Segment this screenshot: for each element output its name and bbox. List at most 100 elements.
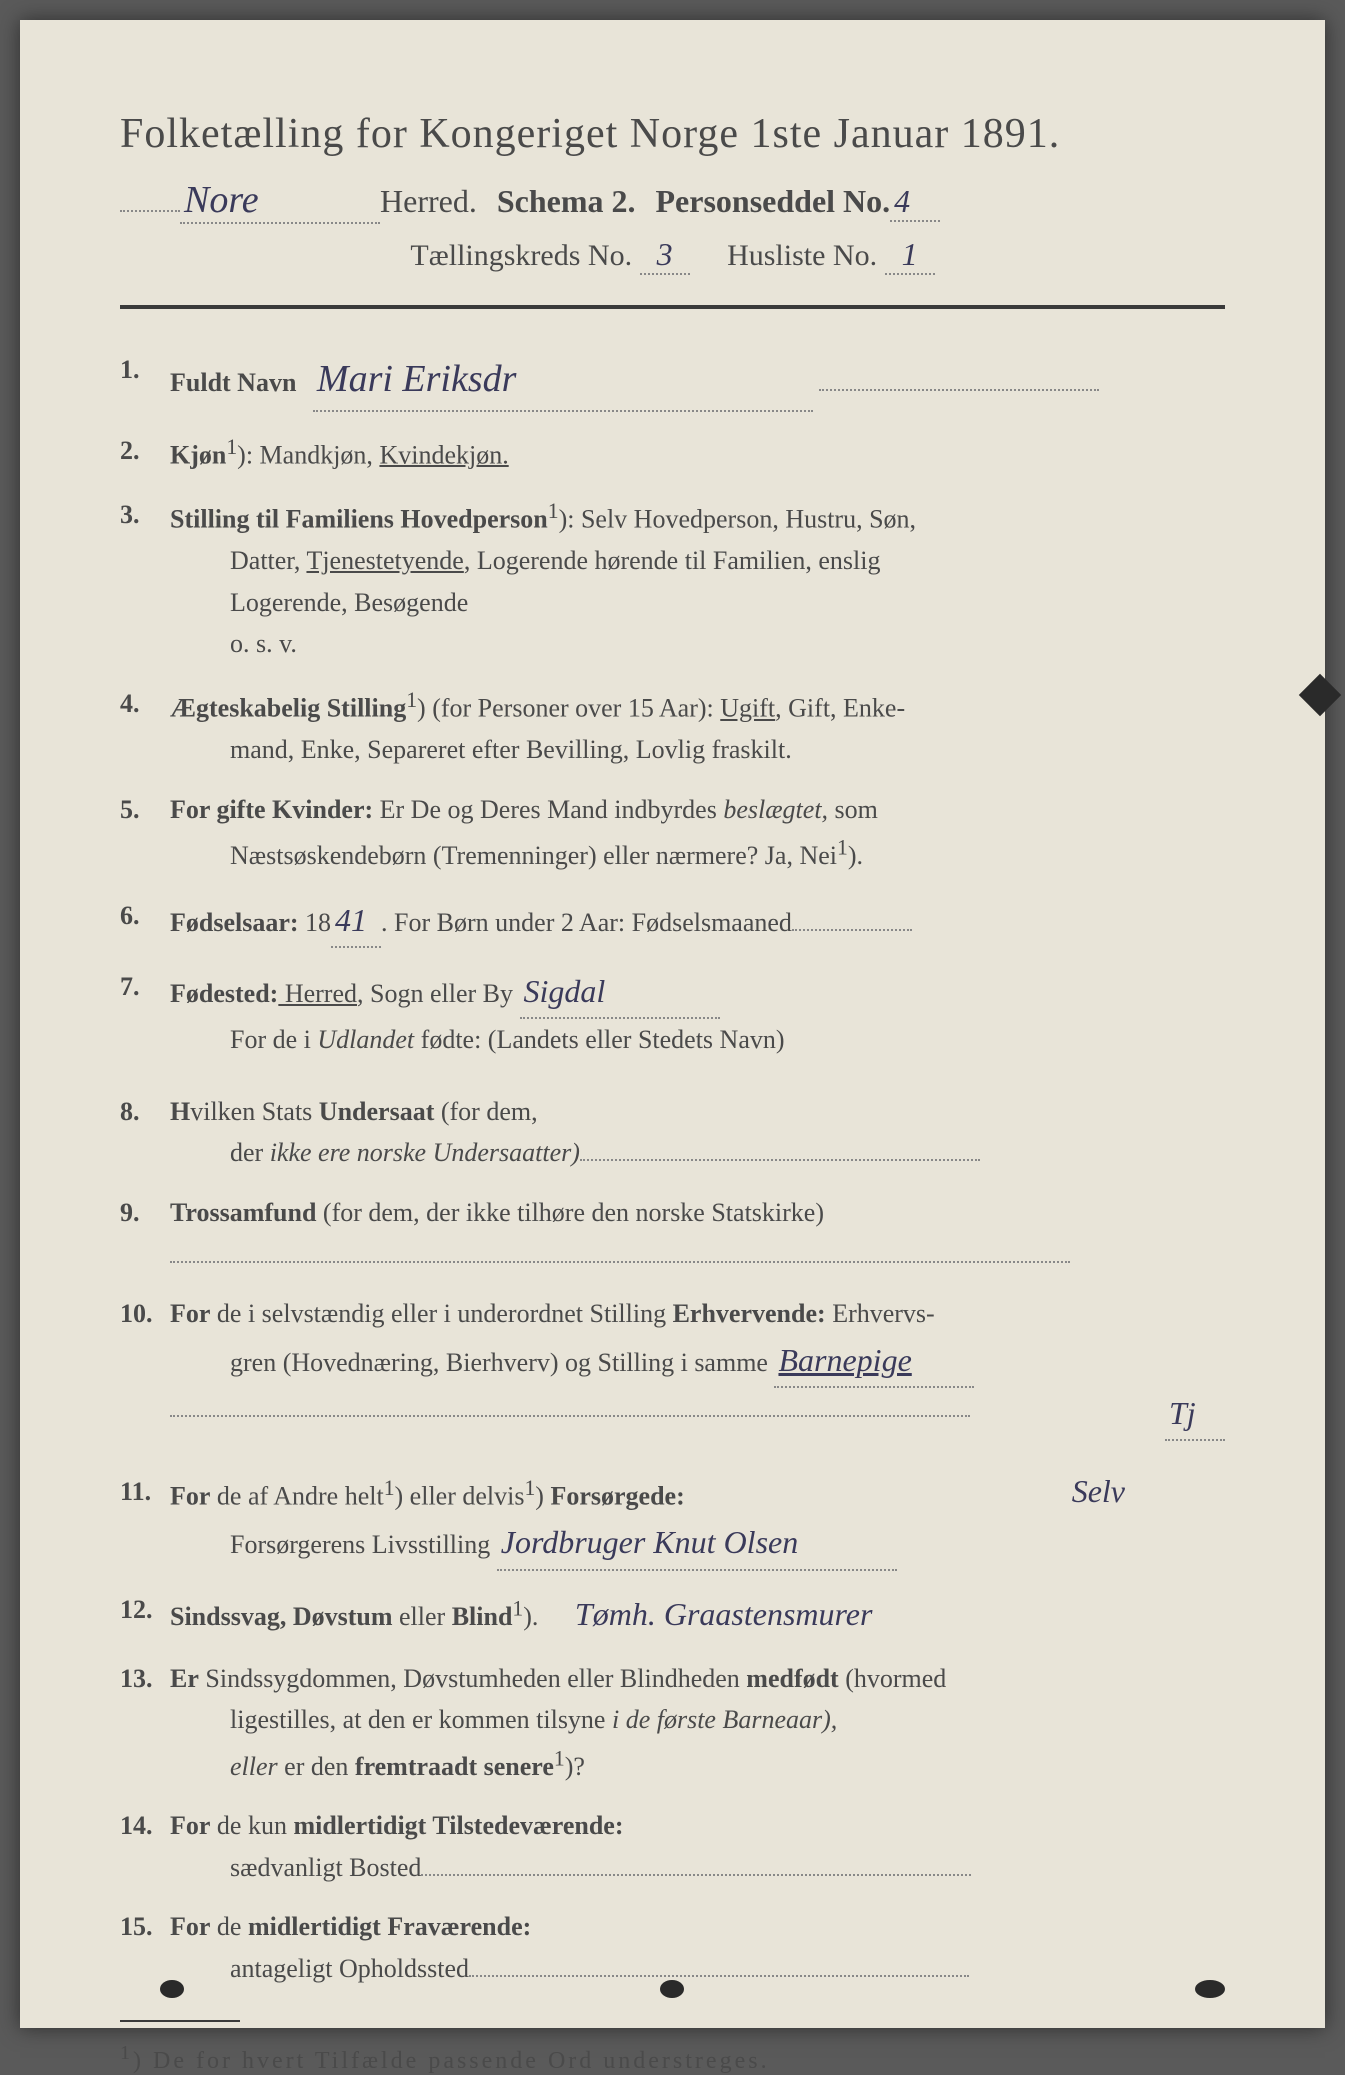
item-14-trail xyxy=(421,1874,971,1876)
item-11-value-top: Selv xyxy=(1072,1466,1125,1517)
item-7-content: Fødested: Herred, Sogn eller By Sigdal F… xyxy=(170,966,1225,1061)
item-3-content: Stilling til Familiens Hovedperson1): Se… xyxy=(170,494,1225,665)
ink-spot-1 xyxy=(160,1980,184,1998)
header-line-2: Tællingskreds No. 3 Husliste No. 1 xyxy=(120,236,1225,275)
item-11: 11. For de af Andre helt1) eller delvis1… xyxy=(120,1471,1225,1570)
item-7-line2b: fødte: (Landets eller Stedets Navn) xyxy=(414,1025,784,1054)
item-14-num: 14. xyxy=(120,1805,170,1888)
item-5-line2b: ). xyxy=(848,841,863,870)
personseddel-no: 4 xyxy=(890,183,940,222)
item-13-line2italic: i de første Barneaar), xyxy=(612,1705,837,1734)
item-5: 5. For gifte Kvinder: Er De og Deres Man… xyxy=(120,789,1225,877)
item-8: 8. Hvilken Stats Undersaat (for dem, der… xyxy=(120,1091,1225,1174)
item-2-label: Kjøn xyxy=(170,440,226,469)
item-7-line2a: For de i xyxy=(230,1025,317,1054)
item-3-line3: Logerende, Besøgende xyxy=(230,588,468,617)
item-7: 7. Fødested: Herred, Sogn eller By Sigda… xyxy=(120,966,1225,1061)
item-5-sup: 1 xyxy=(837,836,848,860)
item-13-text1: Sindssygdommen, Døvstumheden eller Blind… xyxy=(199,1664,746,1693)
item-7-value: Sigdal xyxy=(520,966,720,1019)
item-9: 9. Trossamfund (for dem, der ikke tilhør… xyxy=(120,1192,1225,1275)
item-11-text1c: ) xyxy=(535,1482,550,1511)
item-1: 1. Fuldt Navn Mari Eriksdr xyxy=(120,349,1225,412)
item-12-label2: Blind xyxy=(452,1602,513,1631)
item-6-content: Fødselsaar: 1841. For Børn under 2 Aar: … xyxy=(170,895,1225,948)
herred-handwritten: Nore xyxy=(180,178,380,224)
item-14-label: For xyxy=(170,1811,210,1840)
item-11-content: For de af Andre helt1) eller delvis1) Fo… xyxy=(170,1471,1225,1570)
husliste-no: 1 xyxy=(885,236,935,275)
item-1-num: 1. xyxy=(120,349,170,412)
item-4-text1b: , Gift, Enke- xyxy=(775,694,905,723)
item-4-num: 4. xyxy=(120,683,170,771)
item-11-num: 11. xyxy=(120,1471,170,1570)
item-13-label3: fremtraadt senere xyxy=(355,1752,554,1781)
item-15-label2: midlertidigt Fraværende: xyxy=(248,1912,531,1941)
item-13-num: 13. xyxy=(120,1658,170,1787)
form-title: Folketælling for Kongeriget Norge 1ste J… xyxy=(120,110,1225,158)
item-11-line2: Forsørgerens Livsstilling xyxy=(230,1530,490,1559)
personseddel-label: Personseddel No. xyxy=(655,183,890,220)
item-11-label: For xyxy=(170,1482,210,1511)
item-15-content: For de midlertidigt Fraværende: antageli… xyxy=(170,1906,1225,1989)
item-10-line2: gren (Hovednæring, Bierhverv) og Stillin… xyxy=(230,1348,768,1377)
item-8-line2italic: ikke ere norske Undersaatter) xyxy=(270,1138,580,1167)
item-10-trail xyxy=(170,1415,970,1417)
item-2-content: Kjøn1): Mandkjøn, Kvindekjøn. xyxy=(170,430,1225,476)
item-4-sup: 1 xyxy=(406,688,417,712)
item-8-label1: H xyxy=(170,1097,190,1126)
item-6: 6. Fødselsaar: 1841. For Børn under 2 Aa… xyxy=(120,895,1225,948)
item-3: 3. Stilling til Familiens Hovedperson1):… xyxy=(120,494,1225,665)
item-3-text1: ): Selv Hovedperson, Hustru, Søn, xyxy=(559,505,916,534)
item-8-trail xyxy=(580,1159,980,1161)
item-2-underlined: Kvindekjøn. xyxy=(379,440,508,469)
item-8-label2: Undersaat xyxy=(319,1097,435,1126)
item-10-value2: Tj xyxy=(1165,1388,1225,1441)
item-14-cont: sædvanligt Bosted xyxy=(230,1853,971,1882)
item-1-label: Fuldt Navn xyxy=(170,368,296,397)
item-11-sup2: 1 xyxy=(524,1476,535,1500)
item-6-trail xyxy=(792,929,912,931)
item-5-content: For gifte Kvinder: Er De og Deres Mand i… xyxy=(170,789,1225,877)
item-15-text1: de xyxy=(210,1912,248,1941)
item-6-num: 6. xyxy=(120,895,170,948)
item-5-italic1: beslægtet, xyxy=(723,795,828,824)
husliste-label: Husliste No. xyxy=(727,239,877,272)
item-3-sup: 1 xyxy=(548,499,559,523)
item-8-text2: (for dem, xyxy=(434,1097,537,1126)
item-6-year-prefix: 18 xyxy=(299,908,332,937)
item-5-label: For gifte Kvinder: xyxy=(170,795,373,824)
item-9-trail xyxy=(170,1261,1070,1263)
item-4-label: Ægteskabelig Stilling xyxy=(170,694,406,723)
item-13-text2: (hvormed xyxy=(839,1664,947,1693)
item-15-cont: antageligt Opholdssted xyxy=(230,1954,969,1983)
item-3-line2a: Datter, xyxy=(230,546,306,575)
item-12-text2: ). xyxy=(523,1602,538,1631)
item-15-line2: antageligt Opholdssted xyxy=(230,1954,469,1983)
item-8-line2: der xyxy=(230,1138,270,1167)
item-14-text1: de kun xyxy=(210,1811,293,1840)
item-7-underlined: Herred xyxy=(278,979,357,1008)
item-11-label2: Forsørgede: xyxy=(550,1482,684,1511)
item-5-text1: Er De og Deres Mand indbyrdes xyxy=(373,795,723,824)
item-13-line3italic: eller xyxy=(230,1752,278,1781)
item-4-content: Ægteskabelig Stilling1) (for Personer ov… xyxy=(170,683,1225,771)
item-12-text: eller xyxy=(393,1602,452,1631)
item-3-underlined: Tjenestetyende xyxy=(306,546,463,575)
item-6-label: Fødselsaar: xyxy=(170,908,299,937)
item-10-content: For de i selvstændig eller i underordnet… xyxy=(170,1293,1225,1441)
item-13: 13. Er Sindssygdommen, Døvstumheden elle… xyxy=(120,1658,1225,1787)
item-7-label: Fødested: xyxy=(170,979,278,1008)
footnote-sup: 1 xyxy=(120,2042,133,2064)
item-13-line2: ligestilles, at den er kommen tilsyne xyxy=(230,1705,612,1734)
item-4-underlined: Ugift xyxy=(720,694,775,723)
item-4: 4. Ægteskabelig Stilling1) (for Personer… xyxy=(120,683,1225,771)
item-2: 2. Kjøn1): Mandkjøn, Kvindekjøn. xyxy=(120,430,1225,476)
item-3-label: Stilling til Familiens Hovedperson xyxy=(170,505,548,534)
item-5-cont: Næstsøskendebørn (Tremenninger) eller næ… xyxy=(230,841,863,870)
item-10-cont: gren (Hovednæring, Bierhverv) og Stillin… xyxy=(230,1348,974,1377)
item-13-cont1: ligestilles, at den er kommen tilsyne i … xyxy=(230,1705,837,1734)
item-12-label: Sindssvag, Døvstum xyxy=(170,1602,393,1631)
item-11-value: Jordbruger Knut Olsen xyxy=(497,1517,897,1570)
footnote: 1) De for hvert Tilfælde passende Ord un… xyxy=(120,2042,1225,2075)
